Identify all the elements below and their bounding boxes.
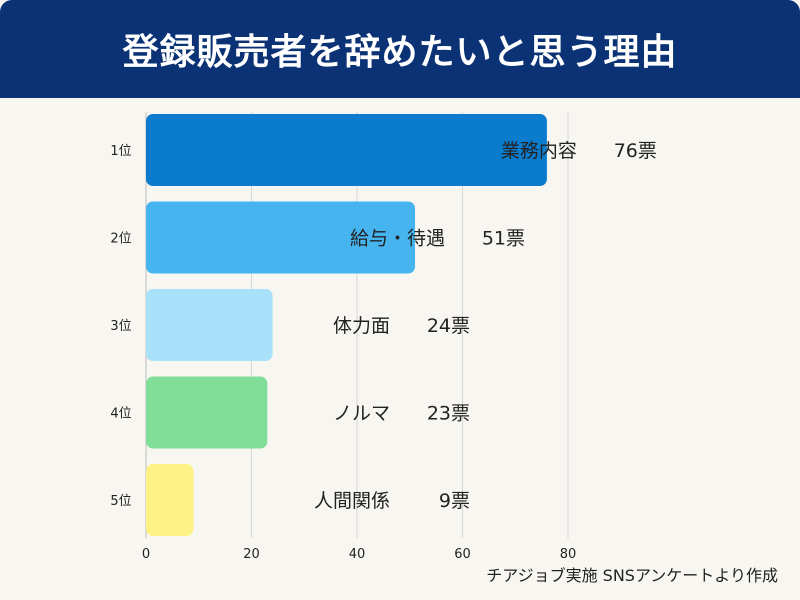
x-tick-label: 40 [349, 547, 366, 562]
vote-count-label: 24票 [427, 315, 470, 337]
category-label: 4位 [110, 407, 131, 422]
bar [146, 376, 268, 449]
chart-title: 登録販売者を辞めたいと思う理由 [122, 32, 678, 73]
source-note: チアジョブ実施 SNSアンケートより作成 [486, 566, 778, 585]
bar [146, 289, 273, 361]
x-tick-label: 60 [454, 547, 471, 562]
vote-count-label: 76票 [614, 140, 657, 162]
vote-count-label: 51票 [482, 228, 525, 250]
x-tick-label: 0 [142, 547, 150, 562]
title-bar: 登録販売者を辞めたいと思う理由 [0, 0, 800, 98]
reason-label: 人間関係 [314, 490, 390, 512]
category-label: 1位 [110, 144, 131, 159]
reason-label: 給与・待遇 [350, 228, 445, 250]
reason-label: ノルマ [333, 403, 390, 425]
x-tick-label: 80 [560, 547, 577, 562]
bar-chart: 0 20 40 60 80 1位 業務内容 76票 2位 給与・待遇 51票 3位 体力面 24票 4位 ノル… [110, 112, 657, 562]
vote-count-label: 9票 [439, 490, 470, 512]
category-label: 3位 [110, 319, 131, 334]
vote-count-label: 23票 [427, 403, 470, 425]
reason-label: 体力面 [333, 315, 390, 337]
reason-label: 業務内容 [501, 140, 577, 162]
bar [146, 114, 547, 186]
x-tick-label: 20 [243, 547, 260, 562]
bar [146, 464, 194, 536]
bar [146, 201, 416, 274]
category-label: 5位 [110, 494, 131, 509]
category-label: 2位 [110, 232, 131, 247]
